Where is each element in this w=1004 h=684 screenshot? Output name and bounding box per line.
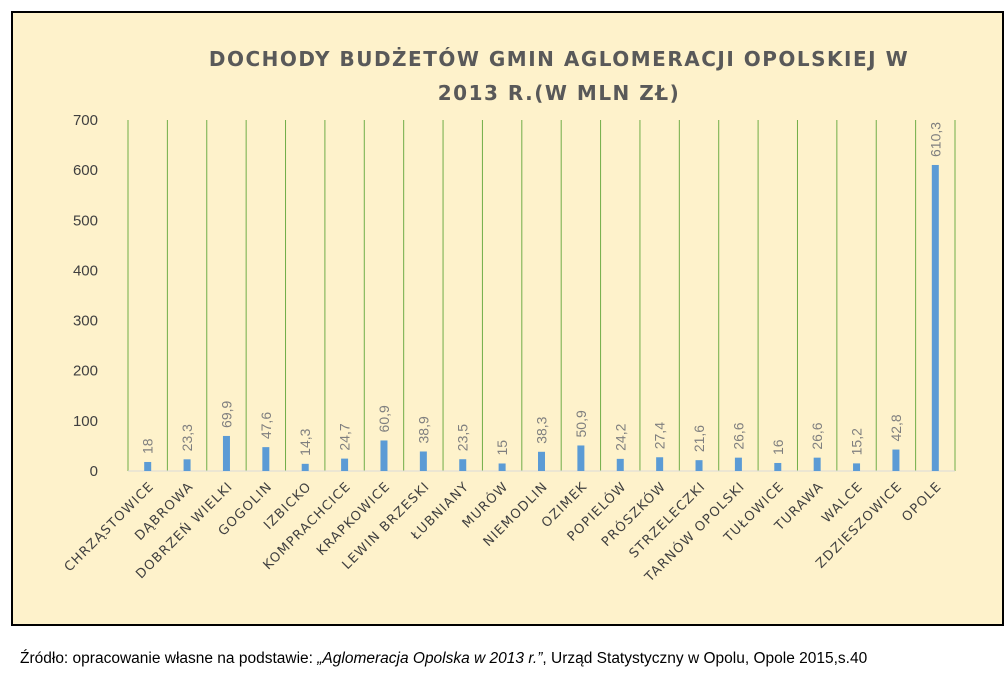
- bar: [222, 435, 230, 471]
- bar: [577, 445, 585, 471]
- y-tick-label: 200: [73, 363, 98, 380]
- chart-frame: [11, 11, 1004, 626]
- data-label: 69,9: [218, 400, 234, 427]
- data-label: 15,2: [849, 428, 865, 455]
- bar: [183, 459, 191, 471]
- y-tick-label: 600: [73, 162, 98, 179]
- y-tick-label: 500: [73, 212, 98, 229]
- y-tick-label: 400: [73, 262, 98, 279]
- bar: [459, 459, 467, 471]
- source-suffix: , Urząd Statystyczny w Opolu, Opole 2015…: [542, 650, 868, 667]
- category-label: OPOLE: [899, 479, 945, 525]
- y-tick-label: 300: [73, 313, 98, 330]
- bar: [853, 463, 861, 471]
- data-label: 38,3: [534, 416, 550, 443]
- bar: [695, 460, 703, 471]
- data-label: 26,6: [809, 422, 825, 449]
- data-label: 18: [140, 438, 156, 454]
- bar: [813, 457, 821, 471]
- data-label: 50,9: [573, 410, 589, 437]
- data-label: 16: [770, 439, 786, 455]
- bar: [301, 463, 309, 471]
- bar: [380, 440, 388, 471]
- data-label: 60,9: [376, 405, 392, 432]
- chart-title-line-1: DOCHODY BUDŻETÓW GMIN AGLOMERACJI OPOLSK…: [209, 47, 909, 71]
- data-label: 21,6: [691, 425, 707, 452]
- data-label: 610,3: [927, 122, 943, 157]
- source-prefix: Źródło: opracowanie własne na podstawie:: [20, 650, 318, 667]
- bar: [931, 164, 939, 471]
- data-label: 15: [494, 440, 510, 456]
- bar: [341, 458, 349, 471]
- data-label: 23,5: [455, 424, 471, 451]
- data-label: 42,8: [888, 414, 904, 441]
- bar: [262, 447, 270, 471]
- data-label: 23,3: [179, 424, 195, 451]
- chart-title-line-2: 2013 R.(W MLN ZŁ): [438, 81, 681, 105]
- source-title: „Aglomeracja Opolska w 2013 r.”: [317, 650, 543, 667]
- data-label: 27,4: [652, 422, 668, 449]
- bar: [774, 462, 782, 471]
- bar: [498, 463, 506, 471]
- y-tick-label: 700: [73, 112, 98, 129]
- data-label: 38,9: [415, 416, 431, 443]
- data-label: 47,6: [258, 412, 274, 439]
- bar: [538, 451, 545, 471]
- bar: [419, 451, 427, 471]
- data-label: 24,2: [612, 423, 628, 450]
- y-tick-label: 100: [73, 413, 98, 430]
- y-tick-label: 0: [90, 463, 98, 480]
- bar: [616, 458, 624, 471]
- data-label: 26,6: [730, 422, 746, 449]
- data-label: 14,3: [297, 428, 313, 455]
- data-label: 24,7: [337, 423, 353, 450]
- bar: [892, 449, 900, 471]
- source-note: Źródło: opracowanie własne na podstawie:…: [20, 650, 867, 668]
- bar: [144, 461, 152, 471]
- bar: [734, 457, 742, 471]
- bar: [656, 457, 664, 471]
